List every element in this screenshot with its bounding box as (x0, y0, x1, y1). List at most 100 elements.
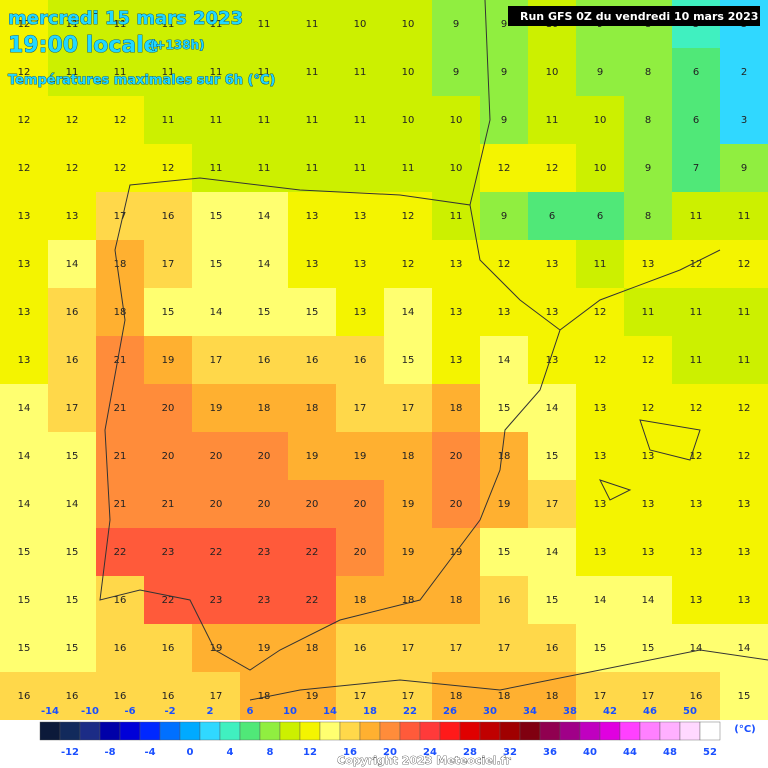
cell-value: 10 (402, 67, 415, 78)
cell (48, 144, 96, 192)
cell (48, 0, 96, 48)
cell-value: 13 (594, 499, 607, 510)
cell-value: 13 (642, 499, 655, 510)
cell-value: 11 (642, 307, 655, 318)
cell (432, 576, 480, 624)
cell-value: 11 (114, 67, 127, 78)
cell-value: 12 (162, 163, 175, 174)
cell (672, 96, 720, 144)
cell (720, 144, 768, 192)
cell-value: 15 (66, 451, 79, 462)
field: 1211111111111110109910985312111111111111… (0, 0, 768, 720)
legend-label: 16 (343, 747, 357, 758)
cell (240, 528, 288, 576)
cell (432, 480, 480, 528)
cell-value: 15 (18, 643, 31, 654)
cell (96, 288, 144, 336)
cell-value: 14 (738, 643, 751, 654)
cell (480, 624, 528, 672)
cell-value: 12 (690, 403, 703, 414)
cell-value: 13 (354, 307, 367, 318)
cell-value: 16 (690, 691, 703, 702)
cell (240, 336, 288, 384)
cell-value: 18 (306, 403, 319, 414)
cell (144, 624, 192, 672)
legend-swatch (679, 721, 701, 741)
cell (192, 528, 240, 576)
cell-value: 21 (114, 451, 127, 462)
cell-value: 3 (741, 115, 747, 126)
cell-value: 17 (162, 259, 175, 270)
coastline (99, 177, 561, 671)
cell (480, 288, 528, 336)
cell (528, 48, 576, 96)
cell (0, 0, 48, 48)
cell (288, 336, 336, 384)
cell-value: 16 (162, 691, 175, 702)
subtitle: Températures maximales sur 6h (°C) (8, 73, 275, 88)
cell (0, 576, 48, 624)
cell (720, 480, 768, 528)
cell-value: 17 (642, 691, 655, 702)
cell (96, 336, 144, 384)
cell-value: 19 (306, 451, 319, 462)
cell (96, 672, 144, 720)
cell-value: 10 (450, 163, 463, 174)
cell-value: 12 (18, 67, 31, 78)
cell-value: 13 (642, 451, 655, 462)
cell (288, 624, 336, 672)
cell-value: 13 (690, 499, 703, 510)
cell-value: 19 (498, 499, 511, 510)
cell-value: 18 (402, 595, 415, 606)
cell-value: 11 (738, 307, 751, 318)
legend-label: 8 (267, 747, 274, 758)
cell-value: 12 (66, 163, 79, 174)
cell-value: 11 (162, 67, 175, 78)
cell-value: 16 (258, 355, 271, 366)
cell (432, 624, 480, 672)
cell (288, 384, 336, 432)
cell-value: 17 (114, 211, 127, 222)
cell (144, 48, 192, 96)
cell (672, 528, 720, 576)
cell-value: 23 (162, 547, 175, 558)
cell (0, 528, 48, 576)
cell-value: 18 (354, 595, 367, 606)
cell-value: 22 (162, 595, 175, 606)
cell (720, 384, 768, 432)
cell-value: 18 (114, 307, 127, 318)
cell-value: 10 (402, 19, 415, 30)
cell (672, 144, 720, 192)
cell-value: 20 (162, 403, 175, 414)
cell (0, 336, 48, 384)
cell (528, 144, 576, 192)
cell (528, 480, 576, 528)
legend-swatch (359, 721, 381, 741)
cell (0, 96, 48, 144)
cell (48, 432, 96, 480)
legend-swatch (239, 721, 261, 741)
cell-value: 14 (18, 499, 31, 510)
run-label: Run GFS 0Z du vendredi 10 mars 2023 (520, 10, 758, 23)
cell (144, 528, 192, 576)
cell (0, 480, 48, 528)
legend-label: 28 (463, 747, 477, 758)
cell-value: 15 (210, 259, 223, 270)
cell-value: 16 (354, 355, 367, 366)
cell-value: 17 (450, 643, 463, 654)
cell (432, 144, 480, 192)
cell-value: 16 (66, 691, 79, 702)
cell (96, 384, 144, 432)
cell-value: 6 (693, 67, 699, 78)
legend-label: 48 (663, 747, 677, 758)
cell (288, 432, 336, 480)
cell-value: 15 (642, 643, 655, 654)
cell (240, 480, 288, 528)
cell-value: 12 (642, 355, 655, 366)
cell (432, 288, 480, 336)
cell-value: 18 (306, 643, 319, 654)
cell (528, 624, 576, 672)
cell-value: 15 (210, 211, 223, 222)
cell (528, 576, 576, 624)
